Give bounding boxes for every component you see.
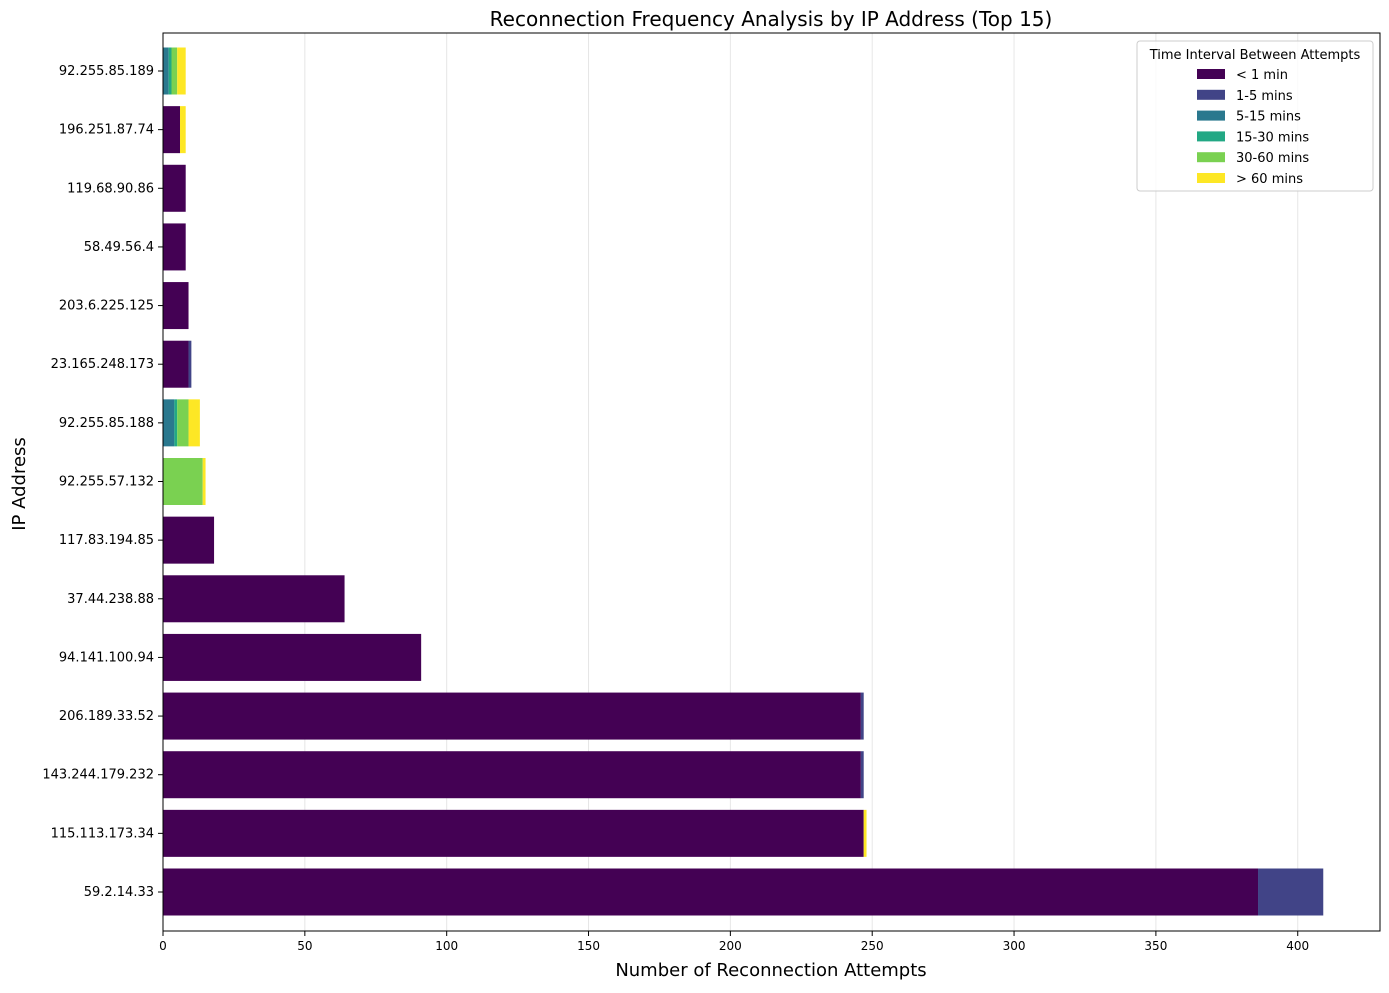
- y-tick-label: 59.2.14.33: [84, 885, 154, 900]
- legend-swatch: [1197, 89, 1225, 100]
- y-tick-label: 119.68.90.86: [67, 181, 154, 196]
- y-tick-label: 37.44.238.88: [67, 592, 154, 607]
- x-axis-label: Number of Reconnection Attempts: [615, 960, 926, 981]
- bar-segment: [860, 692, 864, 740]
- bar-segment: [177, 399, 189, 447]
- x-tick-label: 400: [1286, 939, 1309, 953]
- bar-segment: [863, 809, 867, 857]
- bar-segment: [163, 633, 422, 681]
- legend-label: > 60 mins: [1236, 172, 1303, 187]
- bar-segment: [188, 340, 192, 388]
- y-tick-label: 58.49.56.4: [84, 240, 154, 255]
- bar-segment: [171, 47, 178, 95]
- legend-title: Time Interval Between Attempts: [1149, 48, 1361, 63]
- bar-segment: [177, 47, 186, 95]
- legend-swatch: [1197, 152, 1225, 163]
- y-tick-label: 117.83.194.85: [59, 533, 154, 548]
- x-tick-label: 150: [577, 939, 600, 953]
- y-tick-label: 92.255.85.188: [59, 416, 154, 431]
- x-axis-ticks: 0 50 100 150 200 250 300 350 400: [159, 931, 1309, 953]
- legend-label: 1-5 mins: [1236, 89, 1293, 104]
- y-tick-label: 206.189.33.52: [59, 709, 154, 724]
- bar-segment: [163, 399, 175, 447]
- legend-swatch: [1197, 131, 1225, 142]
- legend-swatch: [1197, 173, 1225, 183]
- bar-segment: [163, 340, 189, 388]
- bar-segment: [168, 47, 172, 95]
- x-tick-label: 250: [861, 939, 884, 953]
- bar-segment: [1258, 868, 1324, 916]
- bar-segment: [174, 399, 178, 447]
- bar-segment: [163, 458, 203, 505]
- y-tick-label: 115.113.173.34: [51, 826, 154, 841]
- y-tick-label: 203.6.225.125: [59, 299, 154, 314]
- chart-title: Reconnection Frequency Analysis by IP Ad…: [490, 7, 1053, 31]
- legend-label: 5-15 mins: [1236, 110, 1301, 125]
- bar-segment: [163, 47, 169, 95]
- legend-swatch: [1197, 69, 1225, 79]
- y-tick-label: 94.141.100.94: [59, 650, 154, 665]
- y-tick-label: 23.165.248.173: [51, 357, 154, 372]
- bar-segment: [163, 282, 189, 330]
- bar-segment: [163, 516, 215, 564]
- bar-segment: [163, 751, 861, 799]
- y-tick-label: 143.244.179.232: [42, 768, 154, 783]
- bar-segment: [163, 106, 181, 154]
- x-tick-label: 350: [1144, 939, 1167, 953]
- y-axis-label: IP Address: [9, 437, 30, 531]
- bars: [163, 47, 1324, 916]
- x-tick-label: 200: [719, 939, 742, 953]
- x-tick-label: 0: [159, 939, 167, 953]
- x-tick-label: 300: [1003, 939, 1026, 953]
- y-tick-label: 92.255.85.189: [59, 64, 154, 79]
- legend-swatch: [1197, 110, 1225, 121]
- legend-items: < 1 min 1-5 mins 5-15 mins 15-30 mins 30-60 …: [1197, 68, 1309, 187]
- bar-segment: [163, 164, 186, 212]
- bar-segment: [860, 751, 864, 799]
- bar-segment: [202, 458, 206, 505]
- bar-segment: [163, 809, 864, 857]
- bar-segment: [163, 223, 186, 271]
- y-axis-ticks: 59.2.14.33 115.113.173.34 143.244.179.232 2…: [42, 64, 163, 900]
- y-tick-label: 92.255.57.132: [59, 475, 154, 490]
- legend: Time Interval Between Attempts < 1 min 1-…: [1136, 40, 1374, 192]
- x-tick-label: 50: [297, 939, 312, 953]
- bar-segment: [188, 399, 200, 447]
- legend-label: 15-30 mins: [1236, 130, 1309, 145]
- bar-segment: [163, 868, 1259, 916]
- bar-segment: [163, 692, 861, 740]
- bar-segment: [180, 106, 186, 154]
- bar-segment: [163, 575, 345, 623]
- y-tick-label: 196.251.87.74: [59, 123, 154, 138]
- legend-label: < 1 min: [1236, 68, 1288, 83]
- x-tick-label: 100: [435, 939, 458, 953]
- legend-label: 30-60 mins: [1236, 151, 1309, 166]
- legend-frame: [1136, 40, 1374, 192]
